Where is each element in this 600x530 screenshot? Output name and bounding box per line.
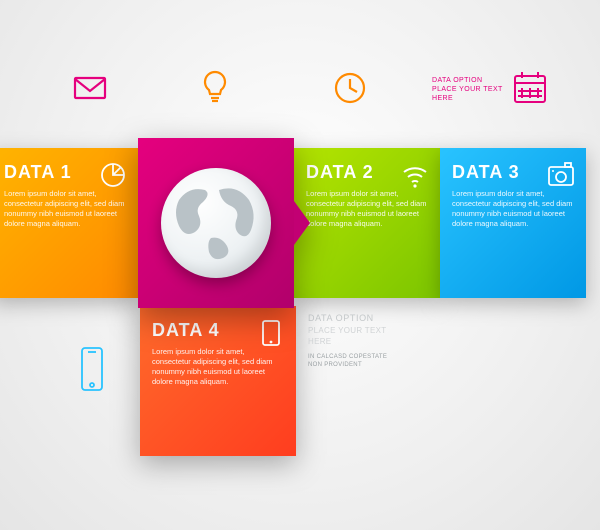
bulb-icon bbox=[195, 68, 235, 108]
side-caption: DATA OPTION PLACE YOUR TEXT HERE IN CALC… bbox=[308, 312, 387, 370]
block-body: Lorem ipsum dolor sit amet, consectetur … bbox=[152, 347, 284, 388]
globe-icon bbox=[161, 168, 271, 278]
caption-line: DATA OPTION bbox=[432, 76, 503, 85]
side-small: NON PROVIDENT bbox=[308, 361, 387, 369]
side-line: PLACE YOUR TEXT bbox=[308, 325, 387, 336]
block-data-2: DATA 2 Lorem ipsum dolor sit amet, conse… bbox=[294, 148, 440, 298]
block-row: DATA 1 Lorem ipsum dolor sit amet, conse… bbox=[0, 148, 586, 298]
block-globe bbox=[138, 138, 294, 308]
side-line: HERE bbox=[308, 336, 387, 347]
phone-icon bbox=[77, 345, 107, 393]
block-body: Lorem ipsum dolor sit amet, consectetur … bbox=[452, 189, 574, 230]
block-body: Lorem ipsum dolor sit amet, consectetur … bbox=[4, 189, 126, 230]
wifi-icon bbox=[400, 160, 430, 190]
pie-icon bbox=[98, 160, 128, 190]
top-icon-row: DATA OPTION PLACE YOUR TEXT HERE bbox=[0, 68, 600, 118]
block-data-3: DATA 3 Lorem ipsum dolor sit amet, conse… bbox=[440, 148, 586, 298]
top-caption: DATA OPTION PLACE YOUR TEXT HERE bbox=[432, 76, 503, 103]
clock-icon bbox=[330, 68, 370, 108]
caption-line: HERE bbox=[432, 94, 503, 103]
side-heading: DATA OPTION bbox=[308, 312, 387, 325]
block-data-4: DATA 4 Lorem ipsum dolor sit amet, conse… bbox=[140, 306, 296, 456]
side-small: IN CALCASD COPESTATE bbox=[308, 353, 387, 361]
tablet-icon bbox=[256, 318, 286, 348]
arrow-icon bbox=[294, 201, 310, 245]
block-body: Lorem ipsum dolor sit amet, consectetur … bbox=[306, 189, 428, 230]
caption-line: PLACE YOUR TEXT bbox=[432, 85, 503, 94]
calendar-icon bbox=[510, 68, 550, 108]
camera-icon bbox=[546, 160, 576, 190]
mail-icon bbox=[70, 68, 110, 108]
block-data-1: DATA 1 Lorem ipsum dolor sit amet, conse… bbox=[0, 148, 138, 298]
